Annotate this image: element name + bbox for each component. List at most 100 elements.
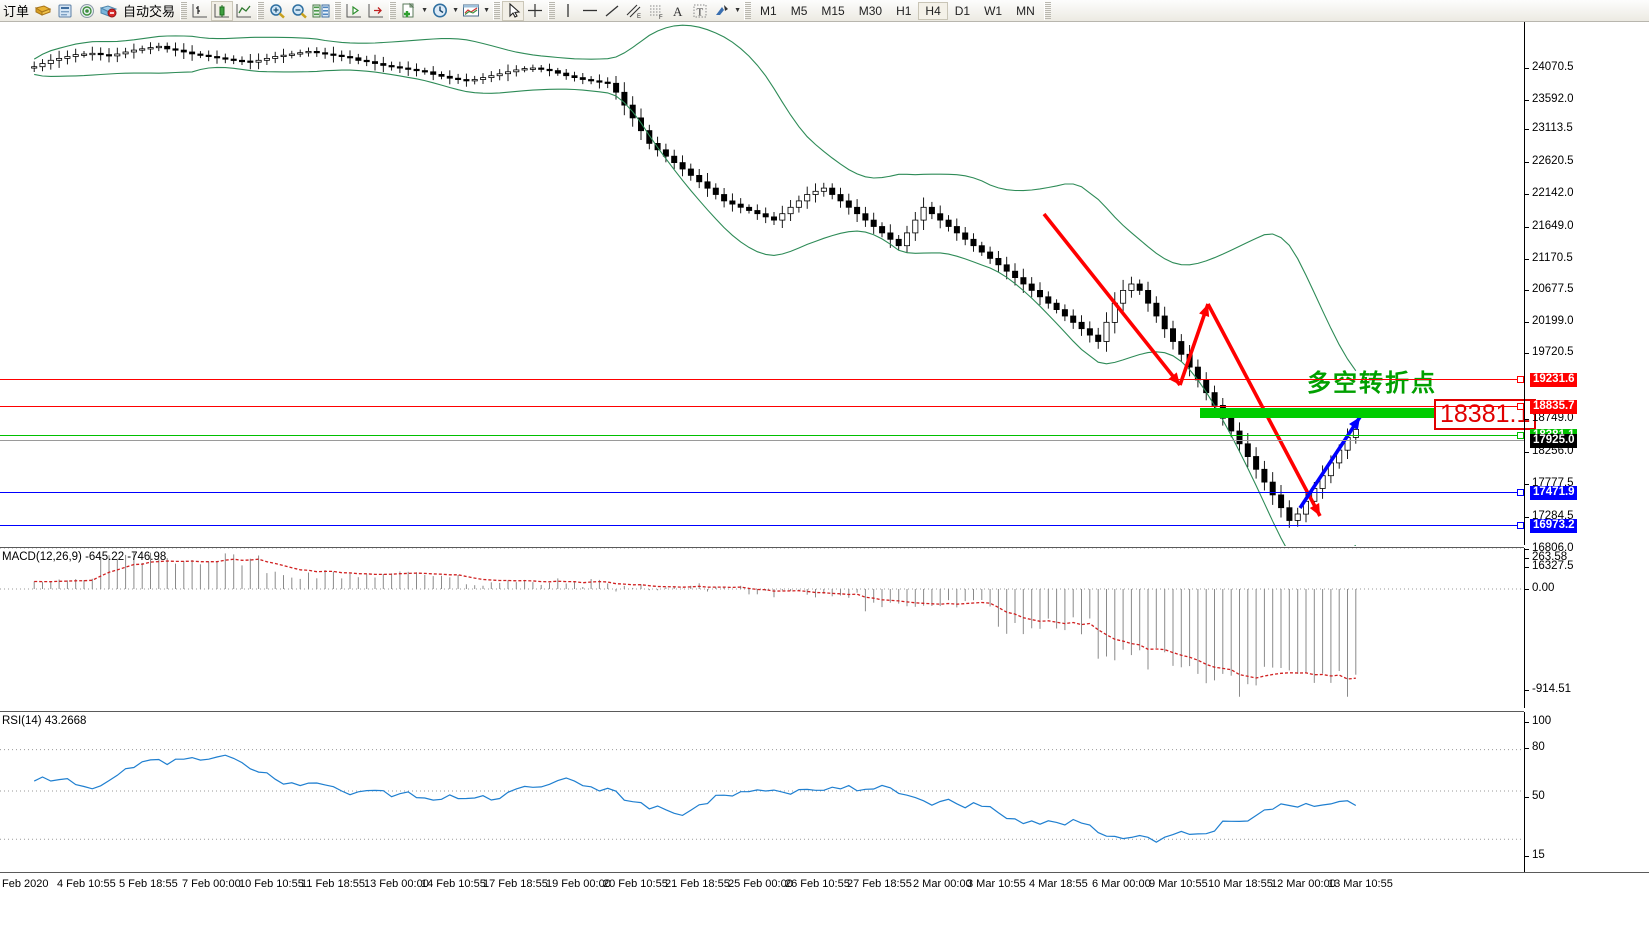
timeframe-m5[interactable]: M5 xyxy=(790,3,808,18)
level-anchor[interactable] xyxy=(1517,489,1524,496)
timeframe-m1[interactable]: M1 xyxy=(760,3,777,18)
time-axis-label: 4 Mar 18:55 xyxy=(1029,878,1088,890)
time-axis[interactable]: Feb 2020 4 Feb 10:55 5 Feb 18:55 7 Feb 00:0… xyxy=(0,878,1524,898)
current-price-line xyxy=(0,440,1524,441)
folder-icon[interactable] xyxy=(32,1,54,21)
rsi-axis-label: 15 xyxy=(1532,849,1545,861)
level-line-18381.1[interactable] xyxy=(0,435,1524,436)
rsi-tick xyxy=(1525,748,1529,749)
timeframe-m15[interactable]: M15 xyxy=(821,3,845,18)
cursor-icon[interactable] xyxy=(502,0,525,21)
svg-text:T: T xyxy=(697,6,704,18)
timeframe-m30[interactable]: M30 xyxy=(858,3,883,18)
price-axis-label: 23592.0 xyxy=(1532,93,1574,105)
chevron-down-icon[interactable]: ▼ xyxy=(421,7,428,14)
chart-shift-icon[interactable] xyxy=(343,1,365,21)
price-tick xyxy=(1525,68,1529,69)
price-axis-label: 20677.5 xyxy=(1532,283,1574,295)
zoom-out-icon[interactable] xyxy=(288,1,310,21)
rsi-axis-label: 100 xyxy=(1532,715,1552,727)
arrows-icon[interactable] xyxy=(711,1,733,21)
level-anchor[interactable] xyxy=(1517,522,1524,529)
price-chart-pane[interactable] xyxy=(0,22,1524,546)
chevron-down-icon[interactable]: ▼ xyxy=(483,7,490,14)
level-line-18835.7[interactable] xyxy=(0,406,1524,407)
trendline-icon[interactable] xyxy=(601,1,623,21)
price-tick xyxy=(1525,517,1529,518)
level-line-17471.9[interactable] xyxy=(0,492,1524,493)
pivot-price-callout: 18381.1 xyxy=(1434,399,1537,430)
svg-text:F: F xyxy=(659,15,663,20)
main-toolbar[interactable]: 订单 自动交易 xyxy=(0,0,1649,22)
price-tick xyxy=(1525,129,1529,130)
macd-label: MACD(12,26,9) -645.22 -746.98 xyxy=(2,551,167,563)
time-axis-label: 10 Mar 18:55 xyxy=(1208,878,1273,890)
price-axis-label: 22142.0 xyxy=(1532,187,1574,199)
chevron-down-icon[interactable]: ▼ xyxy=(452,7,459,14)
data-window-icon[interactable] xyxy=(54,1,76,21)
time-axis-label: 7 Feb 00:00 xyxy=(182,878,241,890)
time-axis-label: 13 Feb 00:00 xyxy=(364,878,429,890)
current-price-tag: 17925.0 xyxy=(1530,434,1577,448)
line-chart-icon[interactable] xyxy=(233,1,255,21)
price-axis-label: 19720.5 xyxy=(1532,346,1574,358)
chevron-down-icon[interactable]: ▼ xyxy=(734,7,741,14)
vertical-line-icon[interactable] xyxy=(557,1,579,21)
toolbar-separator xyxy=(180,1,188,20)
svg-text:A: A xyxy=(673,4,683,19)
bar-chart-icon[interactable] xyxy=(189,1,211,21)
equidistant-channel-icon[interactable]: E xyxy=(623,1,645,21)
macd-pane[interactable] xyxy=(0,548,1524,708)
time-axis-label: 12 Mar 00:00 xyxy=(1271,878,1336,890)
support-zone-band xyxy=(1200,408,1434,418)
zoom-in-icon[interactable] xyxy=(266,1,288,21)
auto-trading-button[interactable]: 自动交易 xyxy=(123,4,176,19)
timeframe-w1[interactable]: W1 xyxy=(984,3,1003,18)
tile-windows-icon[interactable] xyxy=(310,1,332,21)
auto-scroll-icon[interactable] xyxy=(365,1,387,21)
signal-icon[interactable] xyxy=(76,1,98,21)
level-anchor[interactable] xyxy=(1517,403,1524,410)
text-object-icon[interactable]: T xyxy=(689,1,711,21)
market-watch-icon[interactable] xyxy=(98,1,120,21)
macd-canvas xyxy=(0,548,1524,697)
level-tag-16973.2: 16973.2 xyxy=(1530,519,1577,533)
level-anchor[interactable] xyxy=(1517,376,1524,383)
timeframe-h4[interactable]: H4 xyxy=(918,1,948,20)
period-clock-icon[interactable] xyxy=(429,1,451,21)
new-order-button[interactable]: 订单 xyxy=(3,4,30,19)
text-label-icon[interactable]: A xyxy=(667,1,689,21)
rsi-pane[interactable] xyxy=(0,712,1524,872)
rsi-pane-top-border xyxy=(0,711,1524,712)
candlestick-chart-icon[interactable] xyxy=(211,0,234,21)
new-chart-icon[interactable] xyxy=(398,1,420,21)
rsi-axis-rail xyxy=(1524,712,1525,872)
crosshair-icon[interactable] xyxy=(524,1,546,21)
time-axis-label: 3 Mar 10:55 xyxy=(967,878,1026,890)
price-chart-canvas[interactable] xyxy=(0,22,1524,546)
toolbar-separator xyxy=(334,1,342,20)
time-axis-label: 17 Feb 18:55 xyxy=(483,878,548,890)
price-tick xyxy=(1525,549,1529,550)
macd-tick xyxy=(1525,558,1529,559)
macd-axis-label: 263.58 xyxy=(1532,551,1568,563)
timeframe-mn[interactable]: MN xyxy=(1016,3,1035,18)
time-axis-label: 14 Feb 10:55 xyxy=(421,878,486,890)
rsi-axis-label: 50 xyxy=(1532,790,1545,802)
macd-tick xyxy=(1525,690,1529,691)
timeframe-h1[interactable]: H1 xyxy=(896,3,912,18)
time-axis-label: 27 Feb 18:55 xyxy=(847,878,912,890)
templates-icon[interactable] xyxy=(460,1,482,21)
level-anchor[interactable] xyxy=(1517,432,1524,439)
time-axis-label: 13 Mar 10:55 xyxy=(1328,878,1393,890)
time-axis-label: 5 Feb 18:55 xyxy=(119,878,178,890)
horizontal-line-icon[interactable] xyxy=(579,1,601,21)
macd-axis-rail xyxy=(1524,548,1525,708)
level-line-16973.2[interactable] xyxy=(0,525,1524,526)
fibonacci-icon[interactable]: F xyxy=(645,1,667,21)
rsi-axis-label: 80 xyxy=(1532,741,1545,753)
rsi-tick xyxy=(1525,856,1529,857)
level-line-19231.6[interactable] xyxy=(0,379,1524,380)
price-tick xyxy=(1525,259,1529,260)
timeframe-d1[interactable]: D1 xyxy=(954,3,971,18)
